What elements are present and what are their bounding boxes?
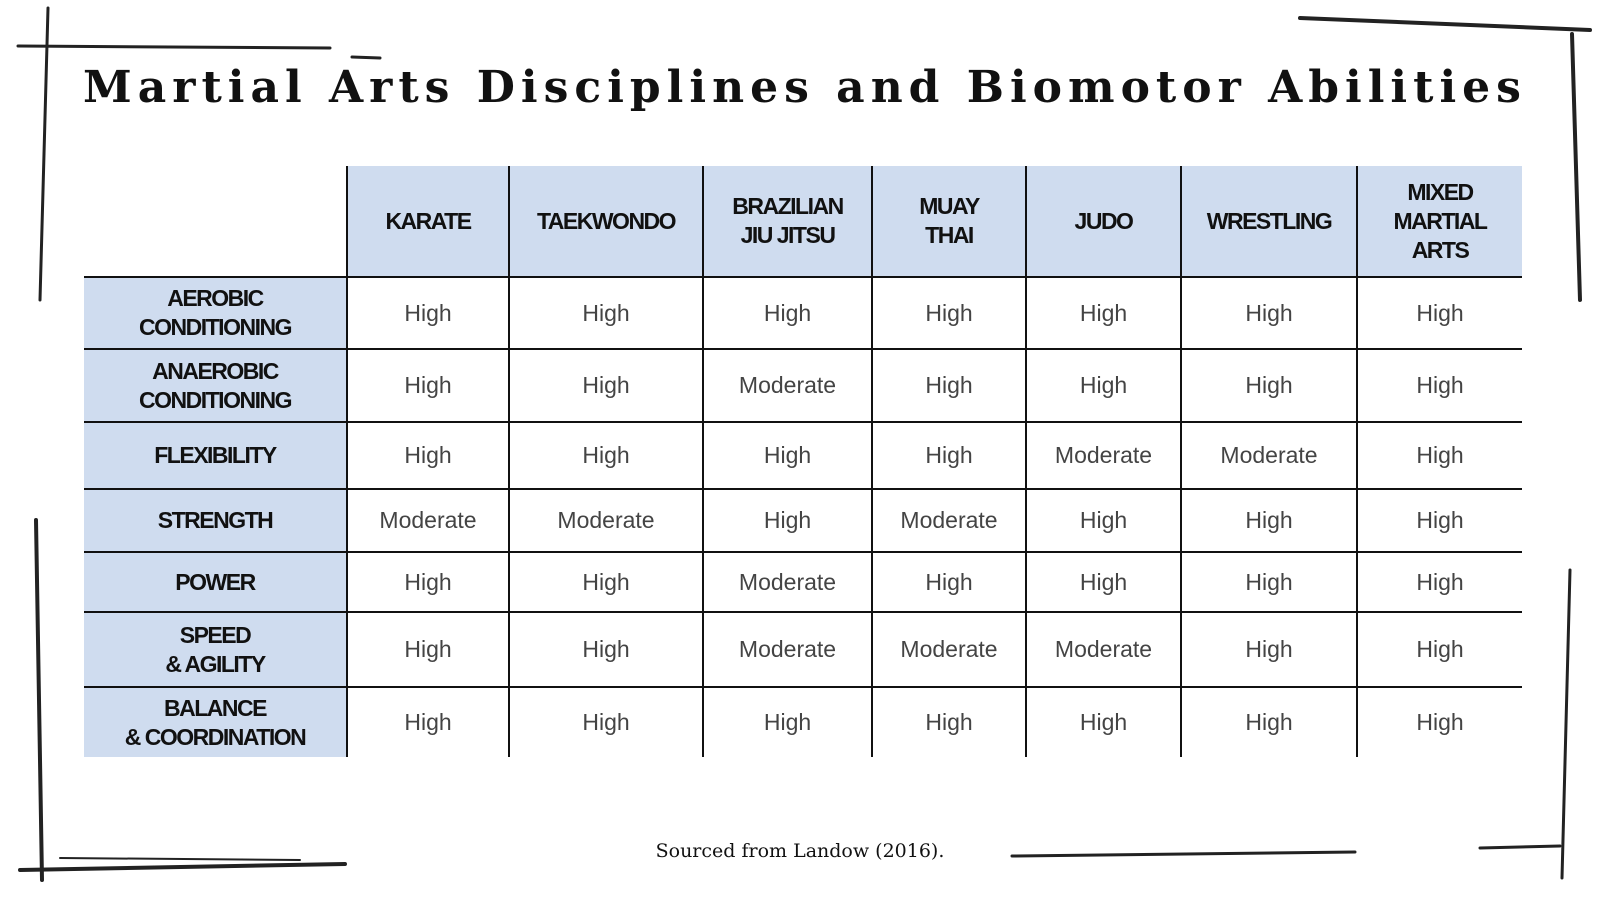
table-cell: High	[702, 488, 871, 551]
table-cell: High	[1356, 686, 1522, 757]
table-cell: High	[1025, 276, 1180, 348]
text-line: SPEED	[179, 621, 252, 648]
table-cell: High	[871, 276, 1025, 348]
table-cell: High	[1180, 686, 1356, 757]
table-cell: High	[871, 421, 1025, 488]
table-cell: Moderate	[702, 348, 871, 421]
table-cell: High	[346, 421, 508, 488]
table-cell: High	[1180, 348, 1356, 421]
row-header: AEROBIC CONDITIONING	[84, 276, 346, 348]
source-note: Sourced from Landow (2016).	[655, 840, 945, 862]
table-cell: Moderate	[508, 488, 702, 551]
table-cell: High	[702, 686, 871, 757]
table-cell: High	[1356, 276, 1522, 348]
text-line: BRAZILIAN	[732, 193, 844, 219]
text-line: AEROBIC	[167, 285, 264, 311]
table-cell: High	[871, 551, 1025, 611]
text-line: MIXED	[1407, 178, 1474, 205]
table-cell: High	[1025, 686, 1180, 757]
row-header: SPEED & AGILITY	[84, 611, 346, 686]
text-line: CONDITIONING	[139, 314, 292, 340]
column-header: WRESTLING	[1180, 166, 1356, 276]
table-cell: High	[508, 686, 702, 757]
table-cell: High	[1025, 488, 1180, 551]
row-header: POWER	[84, 551, 346, 611]
row-header: BALANCE & COORDINATION	[84, 686, 346, 757]
table-cell: High	[1025, 348, 1180, 421]
table-cell: High	[346, 551, 508, 611]
table-cell: High	[346, 611, 508, 686]
column-header: KARATE	[346, 166, 508, 276]
text-line: TAEKWONDO	[536, 207, 677, 234]
table-cell: Moderate	[1025, 421, 1180, 488]
row-header: FLEXIBILITY	[84, 421, 346, 488]
table-cell: Moderate	[1025, 611, 1180, 686]
table-cell: High	[1180, 276, 1356, 348]
table-cell: High	[871, 686, 1025, 757]
table-cell: High	[871, 348, 1025, 421]
table-cell: High	[1356, 421, 1522, 488]
table-cell: High	[702, 421, 871, 488]
text-line: FLEXIBILITY	[154, 442, 277, 468]
table-cell: High	[1356, 488, 1522, 551]
text-line: STRENGTH	[157, 507, 274, 533]
text-line: THAI	[925, 222, 974, 248]
text-line: WRESTLING	[1206, 207, 1333, 234]
table-cell: High	[508, 276, 702, 348]
text-line: ARTS	[1411, 236, 1470, 263]
table-cell: Moderate	[346, 488, 508, 551]
table-cell: High	[346, 276, 508, 348]
text-line: ANAEROBIC	[152, 357, 279, 384]
table-cell: High	[1180, 488, 1356, 551]
table-cell: High	[346, 686, 508, 757]
column-header: MIXED MARTIAL ARTS	[1356, 166, 1522, 276]
table-cell: Moderate	[871, 611, 1025, 686]
text-line: CONDITIONING	[139, 386, 292, 413]
row-header: ANAEROBIC CONDITIONING	[84, 348, 346, 421]
column-header: MUAY THAI	[871, 166, 1025, 276]
table-cell: High	[1180, 551, 1356, 611]
table-cell: Moderate	[1180, 421, 1356, 488]
table-cell: High	[1356, 611, 1522, 686]
table-cell: High	[508, 348, 702, 421]
table-cell: Moderate	[702, 611, 871, 686]
table-cell: High	[508, 421, 702, 488]
table-cell: High	[508, 551, 702, 611]
table-cell: High	[1180, 611, 1356, 686]
text-line: BALANCE	[164, 694, 267, 721]
text-line: MUAY	[919, 193, 980, 219]
text-line: POWER	[175, 568, 256, 595]
title: Martial Arts Disciplines and Biomotor Ab…	[83, 62, 1527, 113]
column-header: TAEKWONDO	[508, 166, 702, 276]
table-cell: High	[346, 348, 508, 421]
table-cell: High	[1025, 551, 1180, 611]
column-header: JUDO	[1025, 166, 1180, 276]
table-cell: High	[1356, 551, 1522, 611]
text-line: JUDO	[1074, 207, 1134, 234]
table-cell: Moderate	[702, 551, 871, 611]
text-line: & AGILITY	[165, 650, 266, 677]
table-cell: High	[702, 276, 871, 348]
table-cell: Moderate	[871, 488, 1025, 551]
table-cell: High	[508, 611, 702, 686]
text-line: & COORDINATION	[124, 723, 307, 750]
text-line: JIU JITSU	[740, 222, 836, 248]
text-line: MARTIAL	[1393, 207, 1488, 234]
text-line: KARATE	[385, 207, 472, 234]
column-header: BRAZILIAN JIU JITSU	[702, 166, 871, 276]
row-header: STRENGTH	[84, 488, 346, 551]
table-cell: High	[1356, 348, 1522, 421]
